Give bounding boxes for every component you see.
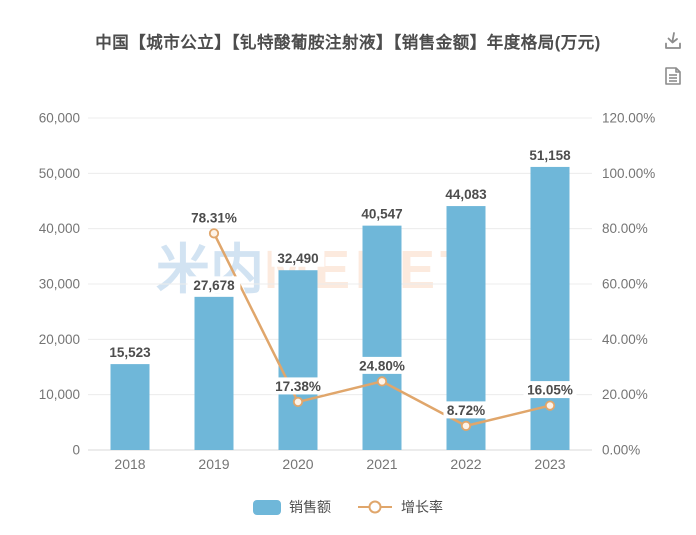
left-axis-tick: 30,000: [39, 277, 80, 292]
x-axis-label-2019: 2019: [198, 456, 229, 472]
line-marker-2023: [544, 400, 556, 411]
bar-2020: [278, 270, 318, 450]
growth-rate-label: 17.38%: [275, 379, 321, 394]
bar-2021: [362, 225, 402, 450]
bar-value-label: 51,158: [529, 148, 571, 163]
bar-value-label-bg: [271, 249, 325, 267]
bar-value-label: 44,083: [445, 187, 487, 202]
bar-value-label-bg: [523, 146, 577, 164]
x-axis-label-2022: 2022: [450, 456, 481, 472]
growth-rate-label-bg: [355, 356, 409, 374]
right-axis-tick: 100.00%: [602, 166, 655, 181]
left-axis-tick: 60,000: [39, 111, 80, 126]
growth-rate-label-bg: [443, 401, 489, 419]
growth-rate-label-bg: [271, 377, 325, 395]
right-axis-tick: 120.00%: [602, 111, 655, 126]
growth-rate-label: 8.72%: [447, 403, 485, 418]
growth-rate-label-bg: [523, 381, 577, 399]
x-axis-label-2020: 2020: [282, 456, 313, 472]
left-axis-tick: 40,000: [39, 221, 80, 236]
x-axis-label-2021: 2021: [366, 456, 397, 472]
chart-title: 中国【城市公立】【钆特酸葡胺注射液】【销售金额】年度格局(万元): [95, 34, 601, 52]
bar-value-label: 27,678: [193, 278, 235, 293]
x-axis-label-2018: 2018: [114, 456, 145, 472]
right-axis-tick: 60.00%: [602, 277, 648, 292]
line-marker-2021: [376, 376, 388, 387]
bar-value-label-bg: [355, 205, 409, 223]
growth-rate-label-bg: [187, 208, 241, 226]
x-axis-label-2023: 2023: [534, 456, 565, 472]
right-axis-tick: 20.00%: [602, 387, 648, 402]
right-axis-tick: 0.00%: [602, 443, 640, 458]
bar-series-swatch: [253, 499, 281, 515]
left-axis-tick: 50,000: [39, 166, 80, 181]
chart-legend: 销售额 增长率: [0, 497, 696, 517]
legend-item-sales[interactable]: 销售额: [253, 497, 331, 517]
right-axis-tick: 40.00%: [602, 332, 648, 347]
legend-item-growth[interactable]: 增长率: [357, 497, 443, 517]
left-axis-tick: 10,000: [39, 387, 80, 402]
bar-value-label-bg: [103, 343, 157, 361]
left-axis-tick: 20,000: [39, 332, 80, 347]
chart-toolbar: [660, 28, 686, 89]
report-icon[interactable]: [660, 63, 686, 89]
line-series-swatch: [358, 500, 392, 514]
line-marker-2019: [208, 228, 220, 239]
legend-label-sales: 销售额: [289, 499, 331, 515]
right-axis-tick: 80.00%: [602, 221, 648, 236]
bar-value-label-bg: [439, 185, 493, 203]
line-marker-2020: [292, 396, 304, 408]
bar-2019: [194, 296, 234, 450]
legend-label-growth: 增长率: [401, 499, 443, 515]
combo-chart: 0 0.00% 10,000 20.00% 20,000 40.00% 30,000 60.0…: [39, 111, 656, 473]
growth-rate-label: 16.05%: [527, 383, 573, 398]
growth-rate-label: 78.31%: [191, 210, 237, 225]
download-icon[interactable]: [660, 28, 686, 54]
bar-value-label: 32,490: [277, 251, 318, 266]
growth-rate-label: 24.80%: [359, 358, 405, 373]
bar-value-label-bg: [187, 276, 241, 294]
line-marker-2022: [460, 420, 472, 431]
bar-value-label: 15,523: [109, 345, 151, 360]
bar-value-label: 40,547: [361, 207, 402, 222]
bar-2018: [110, 364, 150, 450]
left-axis-tick: 0: [72, 443, 80, 458]
